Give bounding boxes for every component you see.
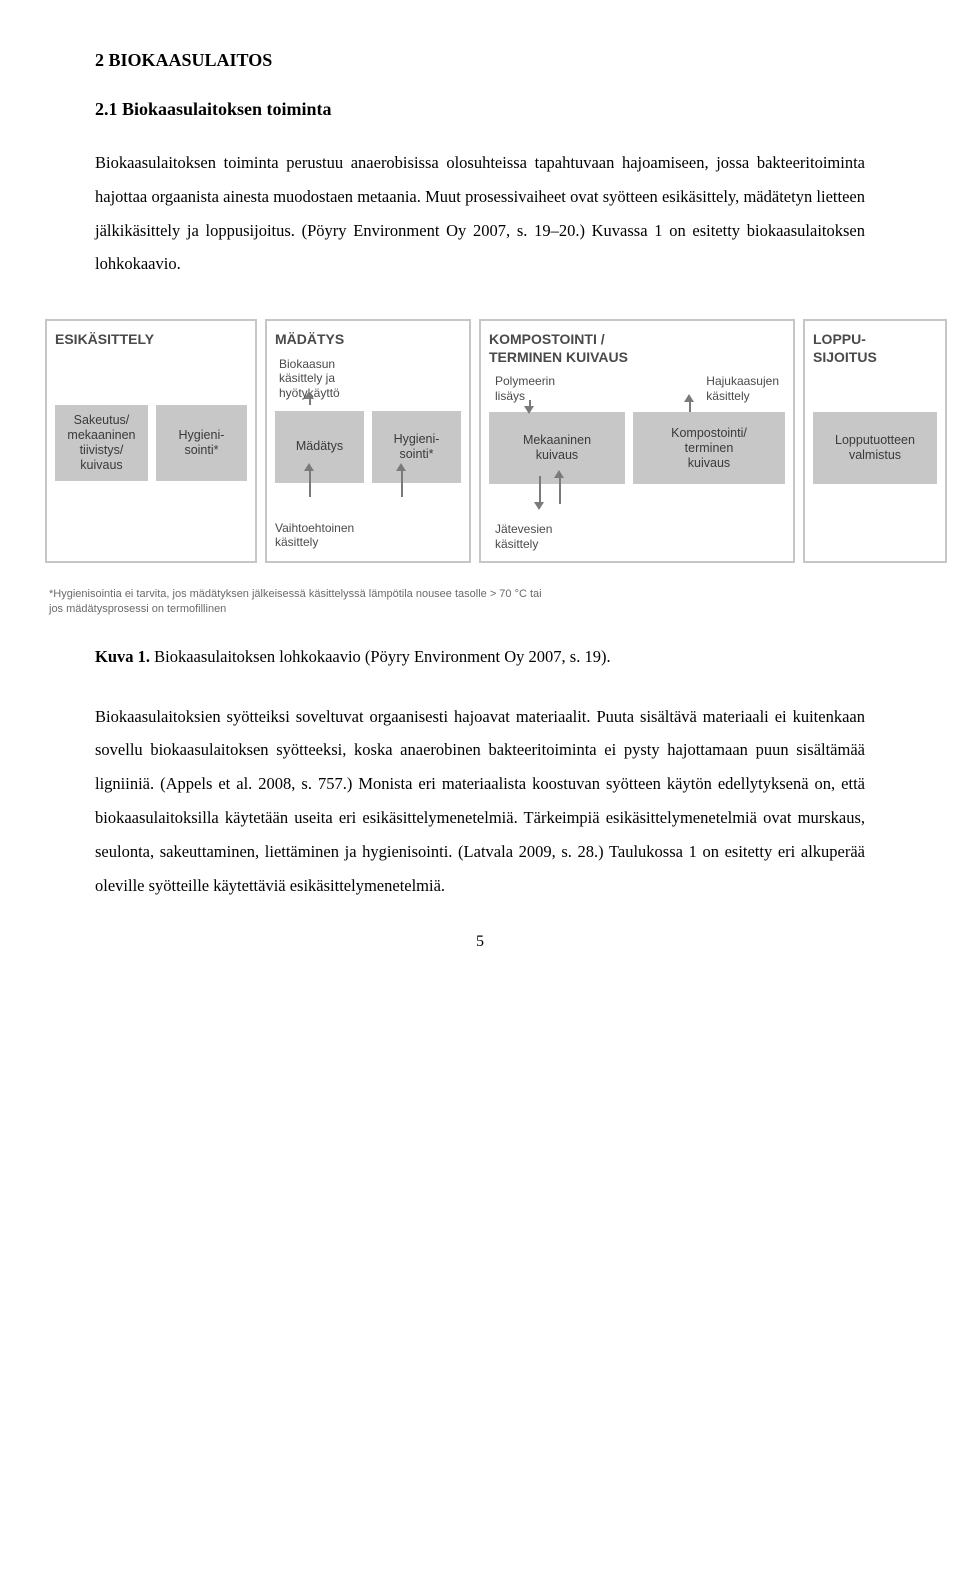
flow-label: Hajukaasujenkäsittely bbox=[706, 374, 779, 403]
process-box: Lopputuotteenvalmistus bbox=[813, 412, 937, 484]
flow-diagram: ESIKÄSITTELY Sakeutus/mekaaninentiivisty… bbox=[35, 307, 925, 628]
section-esikasittely: ESIKÄSITTELY Sakeutus/mekaaninentiivisty… bbox=[45, 319, 257, 563]
diagram-footnote: *Hygienisointia ei tarvita, jos mädätyks… bbox=[45, 587, 915, 618]
flow-label: Vaihtoehtoinenkäsittely bbox=[275, 521, 354, 550]
flow-label: Jätevesienkäsittely bbox=[495, 522, 552, 551]
paragraph-1: Biokaasulaitoksen toiminta perustuu anae… bbox=[95, 146, 865, 281]
section-madatys: MÄDÄTYS Biokaasunkäsittely jahyötykäyttö… bbox=[265, 319, 471, 563]
heading-2: 2.1 Biokaasulaitoksen toiminta bbox=[95, 99, 865, 120]
process-box: Mädätys bbox=[275, 411, 364, 483]
section-title: ESIKÄSITTELY bbox=[55, 331, 247, 349]
process-box: Kompostointi/terminenkuivaus bbox=[633, 412, 785, 484]
figure-caption: Kuva 1. Biokaasulaitoksen lohkokaavio (P… bbox=[95, 640, 865, 674]
caption-label: Kuva 1. bbox=[95, 647, 150, 666]
paragraph-2: Biokaasulaitoksien syötteiksi soveltuvat… bbox=[95, 700, 865, 903]
page-number: 5 bbox=[95, 933, 865, 951]
section-kompostointi: KOMPOSTOINTI /TERMINEN KUIVAUS Polymeeri… bbox=[479, 319, 795, 563]
caption-text: Biokaasulaitoksen lohkokaavio (Pöyry Env… bbox=[150, 647, 611, 666]
heading-1: 2 BIOKAASULAITOS bbox=[95, 50, 865, 71]
flow-label: Polymeerinlisäys bbox=[495, 374, 555, 403]
process-box: Sakeutus/mekaaninentiivistys/kuivaus bbox=[55, 405, 148, 481]
section-loppusijoitus: LOPPU-SIJOITUS Lopputuotteenvalmistus bbox=[803, 319, 947, 563]
process-box: Hygieni-sointi* bbox=[156, 405, 247, 481]
section-title: MÄDÄTYS bbox=[275, 331, 461, 349]
section-title: KOMPOSTOINTI /TERMINEN KUIVAUS bbox=[489, 331, 785, 366]
process-box: Hygieni-sointi* bbox=[372, 411, 461, 483]
section-title: LOPPU-SIJOITUS bbox=[813, 331, 937, 366]
